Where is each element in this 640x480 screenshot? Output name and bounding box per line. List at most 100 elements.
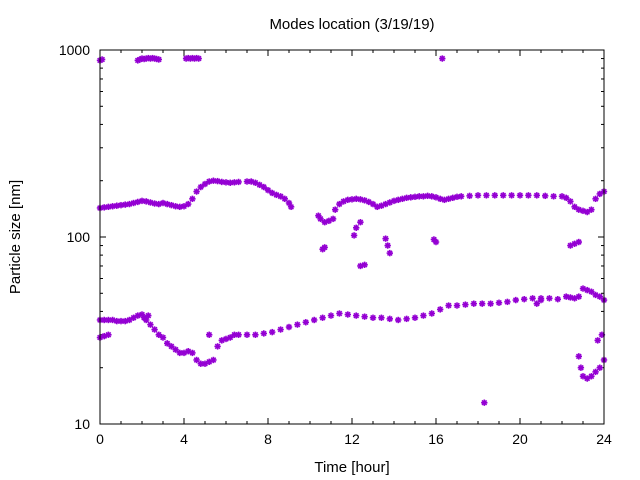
data-point [361, 313, 368, 320]
data-point [439, 55, 446, 62]
data-point [353, 224, 360, 231]
data-point [487, 300, 494, 307]
data-point [571, 203, 578, 211]
data-point [407, 194, 414, 201]
data-point [264, 186, 272, 194]
x-tick-label: 0 [96, 431, 104, 447]
data-point [336, 310, 343, 317]
data-point [437, 306, 444, 313]
data-point [101, 204, 108, 211]
data-point [533, 300, 540, 307]
data-point [109, 203, 116, 210]
data-point [185, 200, 192, 208]
data-point [594, 337, 601, 344]
data-point [210, 356, 217, 364]
data-point [357, 218, 364, 226]
data-point [214, 177, 221, 185]
data-point [105, 331, 112, 338]
data-point [466, 192, 473, 200]
data-point [575, 353, 582, 360]
data-point [193, 356, 200, 364]
data-point [571, 240, 578, 247]
data-point [533, 192, 540, 199]
data-point [164, 340, 171, 347]
plot-frame [99, 49, 605, 425]
data-point [403, 315, 410, 323]
data-point [243, 331, 251, 338]
data-point [155, 56, 162, 63]
data-point [550, 193, 557, 200]
data-point [596, 364, 603, 371]
y-tick-label: 10 [74, 416, 90, 432]
data-point [147, 321, 154, 328]
data-point [596, 293, 603, 300]
data-point [227, 334, 234, 341]
data-point [491, 192, 498, 199]
data-point [563, 194, 570, 202]
data-point [504, 298, 511, 306]
data-point [277, 193, 284, 200]
data-point [378, 202, 385, 209]
chart-title: Modes location (3/19/19) [269, 16, 434, 33]
data-point [512, 296, 519, 304]
data-point [432, 238, 440, 246]
data-point [145, 312, 152, 319]
y-tick-label: 100 [67, 229, 91, 245]
data-point [554, 295, 561, 303]
data-point [382, 235, 389, 242]
data-point [470, 300, 477, 307]
data-point [386, 249, 393, 257]
x-tick-label: 12 [344, 431, 360, 447]
data-point [117, 201, 125, 209]
data-point [113, 202, 120, 209]
data-point [479, 300, 486, 307]
data-point [525, 192, 532, 199]
data-point [508, 192, 515, 199]
data-point [206, 331, 213, 338]
data-point [353, 312, 360, 319]
data-point [483, 192, 490, 199]
data-point [260, 330, 267, 337]
data-point [458, 193, 465, 200]
data-point [481, 399, 488, 406]
data-point [164, 200, 171, 208]
data-point [287, 203, 295, 211]
data-point [495, 299, 503, 306]
data-point [521, 295, 528, 303]
data-point [138, 197, 146, 205]
data-point [269, 328, 276, 336]
data-point [542, 192, 549, 200]
data-point [214, 343, 221, 350]
data-point [428, 310, 435, 317]
data-point [197, 183, 204, 191]
data-point [575, 238, 582, 246]
data-point [384, 242, 391, 249]
data-point [193, 188, 200, 195]
data-point [350, 232, 358, 239]
data-point [329, 215, 337, 223]
data-point [155, 331, 162, 338]
data-point [378, 314, 385, 321]
x-axis-title: Time [hour] [314, 459, 389, 476]
data-point [319, 314, 326, 321]
data-point [321, 244, 328, 251]
data-point [577, 364, 585, 371]
data-point [411, 314, 419, 321]
data-point [537, 296, 545, 304]
data-point [516, 192, 524, 199]
data-points [96, 54, 608, 406]
data-point [361, 261, 368, 269]
data-point [588, 206, 595, 213]
data-point [592, 368, 599, 376]
x-tick-label: 4 [180, 431, 188, 447]
data-point [344, 311, 351, 318]
data-point [462, 301, 469, 308]
data-point [369, 314, 377, 321]
y-axis-title: Particle size [nm] [7, 180, 24, 294]
data-point [592, 195, 599, 203]
data-point [529, 295, 536, 302]
data-point [420, 312, 427, 319]
x-tick-label: 8 [264, 431, 272, 447]
data-point [281, 195, 288, 203]
data-point [386, 315, 393, 323]
